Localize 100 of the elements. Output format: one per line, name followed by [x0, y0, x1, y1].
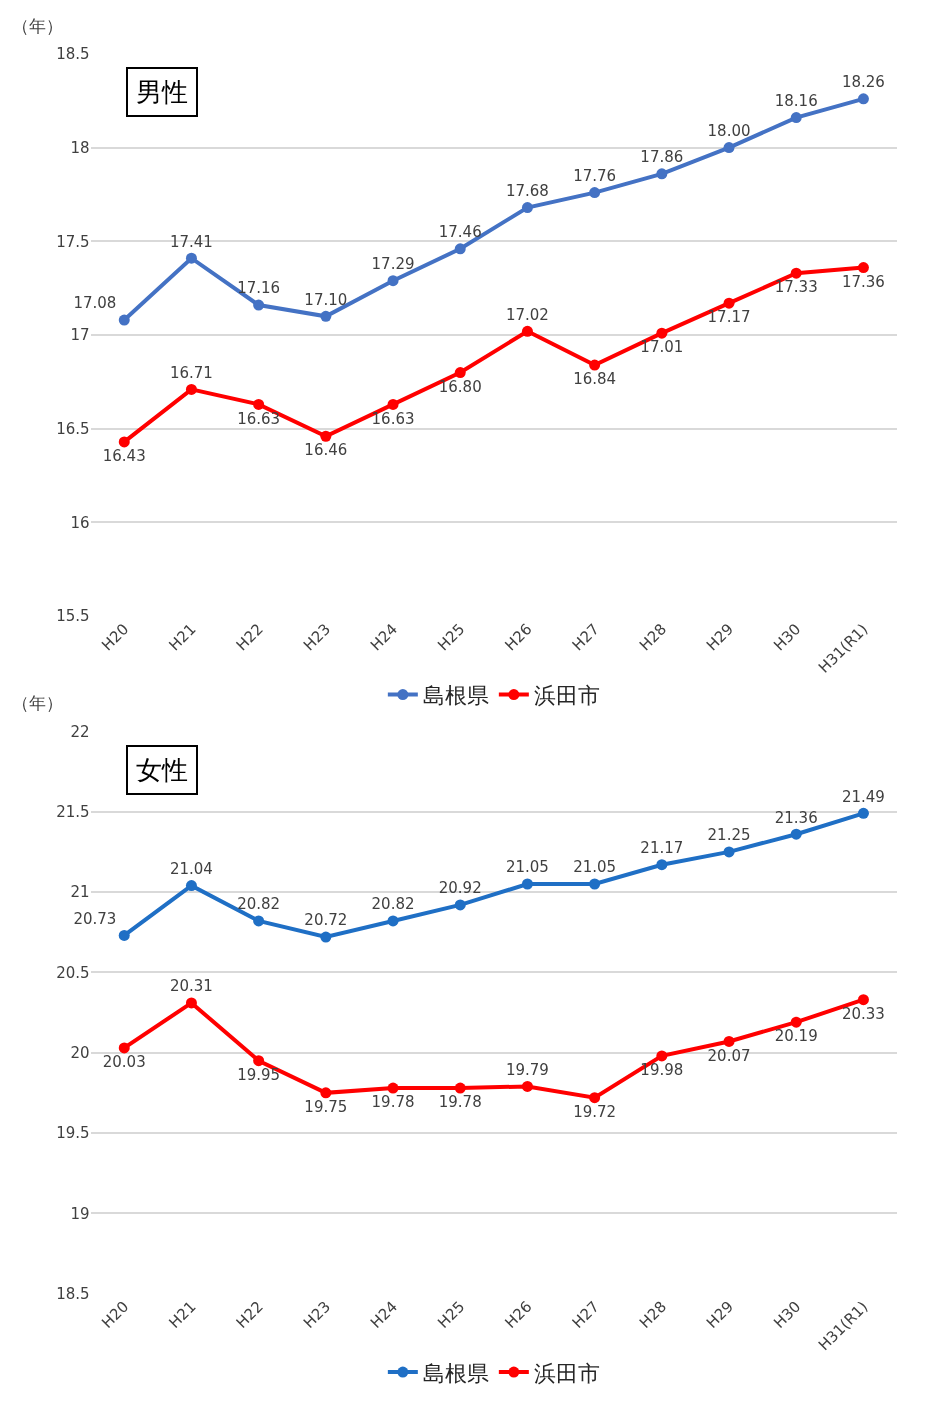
point [387, 1082, 399, 1094]
data-label: 16.46 [304, 441, 348, 460]
point [790, 267, 802, 279]
point [857, 994, 869, 1006]
y-tick-label: 20 [70, 1043, 90, 1062]
point [790, 112, 802, 124]
y-tick-label: 17 [70, 326, 90, 345]
point [320, 430, 332, 442]
y-tick-label: 18.5 [56, 45, 90, 64]
data-label: 16.63 [371, 409, 415, 428]
y-tick-label: 21 [70, 883, 90, 902]
point [320, 931, 332, 943]
legend-label: 島根県 [422, 683, 489, 709]
point [454, 367, 466, 379]
data-label: 17.08 [73, 294, 117, 313]
legend-label: 浜田市 [533, 1360, 600, 1386]
point [387, 915, 399, 927]
point [185, 252, 197, 264]
data-label: 19.78 [438, 1093, 482, 1112]
data-label: 21.05 [505, 858, 549, 877]
point [118, 314, 130, 326]
data-label: 19.75 [304, 1097, 348, 1116]
data-label: 21.17 [640, 839, 684, 858]
point [656, 168, 668, 180]
point [253, 299, 265, 311]
y-tick-label: 16 [70, 513, 90, 532]
data-label: 17.33 [774, 278, 818, 297]
legend-label: 浜田市 [533, 683, 600, 709]
point [521, 325, 533, 337]
data-label: 20.31 [169, 977, 213, 996]
data-label: 21.25 [707, 826, 751, 845]
data-label: 17.29 [371, 255, 415, 274]
data-label: 18.26 [841, 73, 885, 92]
point [723, 142, 735, 154]
point [723, 1035, 735, 1047]
data-label: 17.16 [237, 279, 281, 298]
data-label: 17.86 [640, 148, 684, 167]
data-label: 20.19 [774, 1027, 818, 1046]
text: 男性 [136, 77, 188, 107]
data-label: 20.72 [304, 911, 348, 930]
data-label: 17.17 [707, 308, 751, 327]
data-label: 19.98 [640, 1061, 684, 1080]
legend-label: 島根県 [422, 1360, 489, 1386]
point [185, 997, 197, 1009]
point [790, 828, 802, 840]
y-tick-label: 22 [70, 722, 90, 741]
point [454, 243, 466, 255]
point [521, 878, 533, 890]
point [118, 436, 130, 448]
point [521, 202, 533, 214]
data-label: 16.63 [237, 409, 281, 428]
point [723, 846, 735, 858]
y-tick-label: 17.5 [56, 232, 90, 251]
data-label: 20.82 [371, 895, 415, 914]
point [253, 1055, 265, 1067]
data-label: 18.00 [707, 121, 751, 140]
point [521, 1080, 533, 1092]
data-label: 21.05 [573, 858, 617, 877]
data-label: 21.36 [774, 808, 818, 827]
data-label: 17.01 [640, 338, 684, 357]
point [790, 1016, 802, 1028]
data-label: 17.10 [304, 290, 348, 309]
data-label: 17.76 [573, 166, 617, 185]
data-label: 20.82 [237, 895, 281, 914]
text: 女性 [136, 755, 188, 785]
data-label: 21.49 [841, 787, 885, 806]
y-tick-label: 21.5 [56, 802, 90, 821]
point [185, 880, 197, 892]
data-label: 17.46 [438, 223, 482, 242]
data-label: 18.16 [774, 91, 818, 110]
y-axis-title: （年） [12, 693, 63, 713]
point [454, 899, 466, 911]
point [589, 878, 601, 890]
point [589, 187, 601, 199]
data-label: 19.78 [371, 1093, 415, 1112]
data-label: 16.43 [102, 447, 146, 465]
data-label: 17.41 [169, 232, 213, 251]
data-label: 19.72 [573, 1102, 617, 1121]
point [656, 1050, 668, 1062]
data-label: 20.33 [841, 1004, 885, 1023]
data-label: 19.79 [505, 1060, 549, 1079]
point [387, 275, 399, 287]
point [454, 1082, 466, 1094]
data-label: 20.92 [438, 879, 482, 898]
point [857, 262, 869, 274]
y-tick-label: 16.5 [56, 420, 90, 439]
point [253, 915, 265, 927]
point [118, 929, 130, 941]
data-label: 19.95 [237, 1065, 281, 1084]
y-tick-label: 19 [70, 1204, 90, 1223]
data-label: 21.04 [169, 859, 213, 878]
y-tick-label: 20.5 [56, 963, 90, 982]
data-label: 20.73 [73, 909, 117, 928]
point [656, 327, 668, 339]
point [723, 297, 735, 309]
data-label: 16.71 [169, 363, 213, 382]
point [118, 1042, 130, 1054]
data-label: 17.68 [505, 181, 549, 200]
point [320, 1087, 332, 1099]
data-label: 17.36 [841, 272, 885, 291]
